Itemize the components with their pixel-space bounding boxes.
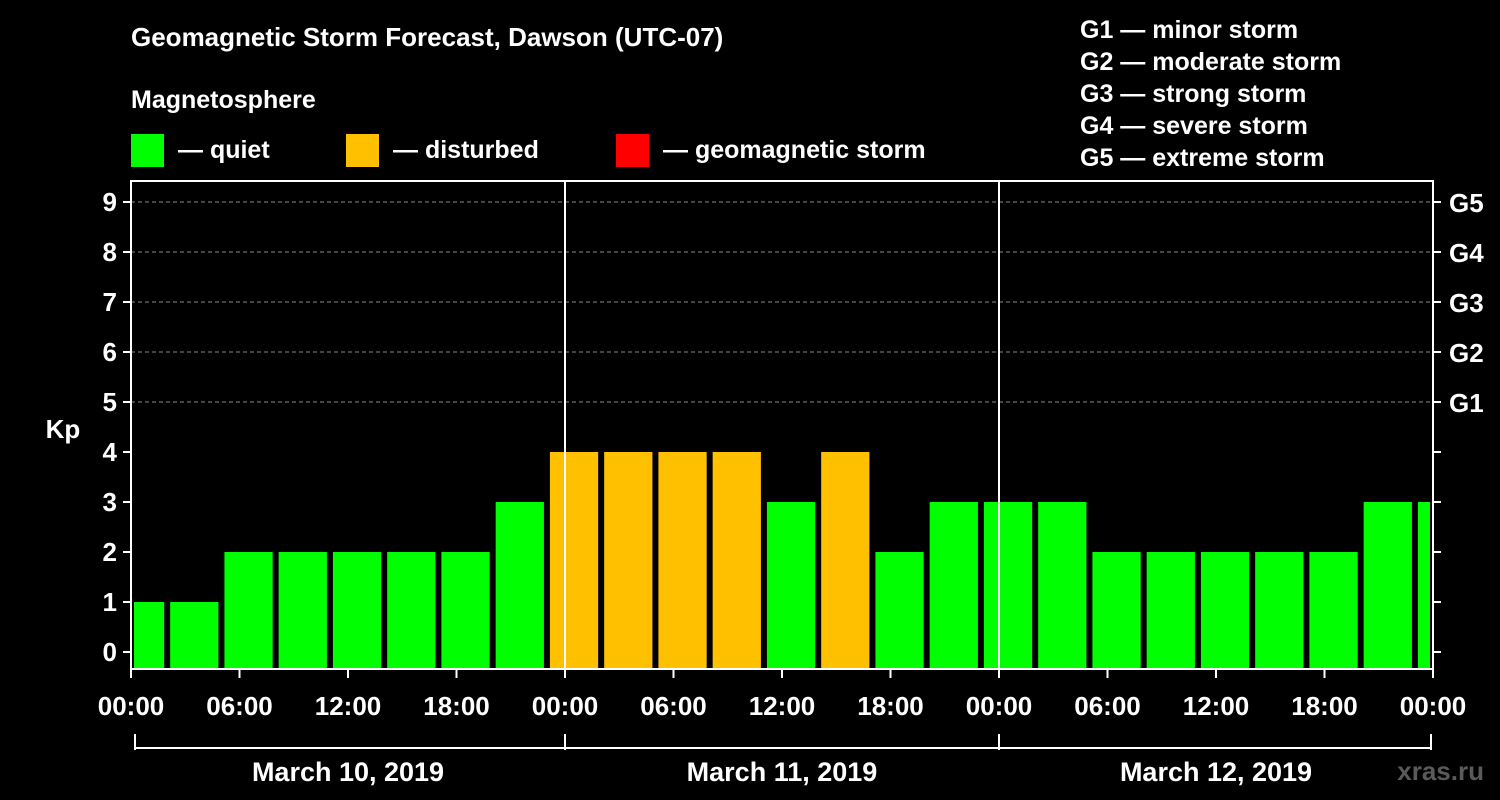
kp-bar-10 [658,452,707,669]
day-label-2: March 12, 2019 [1120,757,1312,787]
chart-title: Geomagnetic Storm Forecast, Dawson (UTC-… [131,22,724,52]
kp-bar-12 [766,502,816,669]
kp-bar-24 [1417,502,1430,669]
kp-bar-20 [1200,552,1250,669]
watermark: xras.ru [1397,756,1484,786]
legend-item-storm: — geomagnetic storm [616,133,926,167]
storm-scale-g3: G3 — strong storm [1080,80,1307,108]
kp-bar-9 [604,452,653,669]
kp-bar-8 [549,452,599,669]
x-tick-label-5: 06:00 [640,691,707,721]
bars [134,452,1430,669]
g-scale-label-G3: G3 [1449,288,1484,318]
storm-scale-g5: G5 — extreme storm [1080,144,1325,172]
gridlines [131,201,1433,403]
legend-label-disturbed: — disturbed [393,135,539,164]
storm-scale-g1: G1 — minor storm [1080,16,1299,44]
kp-bar-0 [134,602,165,669]
y-tick-label-5: 5 [103,387,117,417]
y-tick-label-8: 8 [103,237,117,267]
y-tick-label-3: 3 [103,487,117,517]
legend-item-disturbed: — disturbed [346,133,539,167]
storm-scale-g4: G4 — severe storm [1080,112,1308,140]
kp-bar-2 [224,552,273,669]
kp-bar-13 [821,452,870,669]
y-tick-label-2: 2 [103,537,117,567]
legend-swatch-disturbed [346,133,379,167]
g-scale-label-G2: G2 [1449,338,1484,368]
kp-bar-15 [929,502,978,669]
kp-bar-6 [441,552,490,669]
kp-bar-21 [1255,552,1304,669]
legend-item-quiet: — quiet [131,133,270,167]
x-tick-label-7: 18:00 [857,691,924,721]
y-tick-label-9: 9 [103,187,117,217]
x-tick-label-9: 06:00 [1074,691,1141,721]
y-tick-label-6: 6 [103,337,117,367]
x-tick-label-3: 18:00 [423,691,490,721]
g-scale-label-G4: G4 [1449,238,1484,268]
day-label-1: March 11, 2019 [687,757,878,787]
legend-swatch-storm [616,133,649,167]
x-tick-label-6: 12:00 [749,691,816,721]
x-tick-label-10: 12:00 [1183,691,1250,721]
storm-scale-g2: G2 — moderate storm [1080,48,1342,76]
x-tick-label-8: 00:00 [966,691,1033,721]
day-label-0: March 10, 2019 [252,757,444,787]
kp-bar-22 [1309,552,1358,669]
kp-bar-17 [1038,502,1087,669]
y-tick-label-4: 4 [103,437,118,467]
kp-bar-19 [1146,552,1195,669]
y-axis-label: Kp [46,414,81,444]
legend-label-storm: — geomagnetic storm [663,135,926,164]
y-tick-label-1: 1 [103,587,117,617]
kp-bar-18 [1092,552,1141,669]
storm-scale-list: G1 — minor storm G2 — moderate storm G3 … [1080,14,1341,174]
legend-label-quiet: — quiet [178,135,270,164]
x-tick-label-2: 12:00 [315,691,382,721]
kp-bar-7 [495,502,544,669]
y-tick-label-0: 0 [103,637,117,667]
chart-subtitle: Magnetosphere [131,86,316,114]
g-scale-label-G1: G1 [1449,388,1484,418]
x-tick-label-12: 00:00 [1400,691,1467,721]
kp-bar-23 [1363,502,1412,669]
kp-bar-1 [170,602,219,669]
axes: 0 1 2 3 4 5 6 7 8 9 G1 G2 G3 G4 G5 00:00 06:00 12:00 18:00… [98,180,1484,787]
kp-bar-5 [387,552,436,669]
x-tick-label-11: 18:00 [1291,691,1358,721]
kp-bar-4 [332,552,382,669]
kp-bar-14 [875,552,924,669]
kp-bar-3 [278,552,327,669]
x-tick-label-0: 00:00 [98,691,165,721]
legend-swatch-quiet [131,133,164,167]
kp-bar-11 [712,452,761,669]
y-tick-label-7: 7 [103,287,117,317]
kp-bar-16 [983,502,1033,669]
x-tick-label-4: 00:00 [532,691,599,721]
x-tick-label-1: 06:00 [206,691,273,721]
g-scale-label-G5: G5 [1449,188,1484,218]
